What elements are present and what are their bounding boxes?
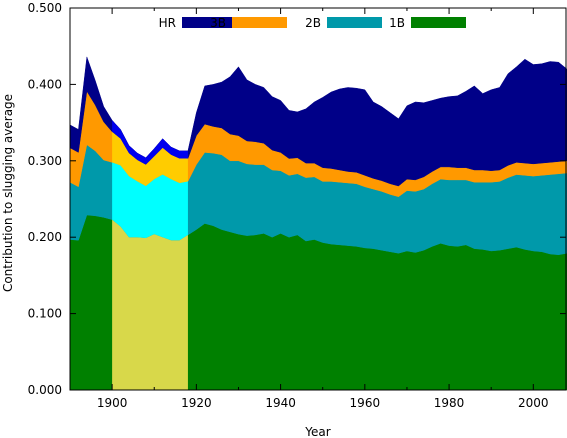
y-tick-label: 0.400: [28, 77, 62, 91]
plot-frame: [69, 7, 567, 391]
x-tick-label: 1980: [434, 396, 465, 410]
legend-swatch-3b: [232, 17, 287, 28]
legend-label-hr: HR: [159, 16, 176, 30]
highlight-area-2b: [112, 162, 188, 241]
legend-label-3b: 3B: [210, 16, 226, 30]
x-axis-title: Year: [304, 425, 330, 438]
legend-swatch-1b: [411, 17, 466, 28]
y-tick-label: 0.300: [28, 154, 62, 168]
x-tick-label: 2000: [518, 396, 549, 410]
area-hr: [69, 56, 567, 187]
legend-swatch-2b: [327, 17, 382, 28]
legend-label-2b: 2B: [305, 16, 321, 30]
y-tick-label: 0.500: [28, 1, 62, 15]
y-tick-label: 0.200: [28, 230, 62, 244]
y-axis-title: Contribution to slugging average: [1, 94, 15, 292]
axis-layer: 0.000 0.100 0.200 0.300 0.400 0.500 1900 1920 19…: [28, 1, 567, 410]
x-tick-label: 1920: [181, 396, 212, 410]
y-tick-label: 0.100: [28, 307, 62, 321]
area-layer: [69, 56, 567, 391]
highlight-area-3b: [112, 131, 188, 187]
x-tick-label: 1960: [350, 396, 381, 410]
legend-swatch-hr: [182, 17, 237, 28]
x-tick-label: 1900: [97, 396, 128, 410]
y-tick-label: 0.000: [28, 383, 62, 397]
highlight-area-1b: [112, 219, 188, 390]
legend: HR 3B 2B 1B: [159, 16, 466, 30]
legend-label-1b: 1B: [389, 16, 405, 30]
x-tick-label: 1940: [265, 396, 296, 410]
highlight-area-hr: [112, 120, 188, 165]
